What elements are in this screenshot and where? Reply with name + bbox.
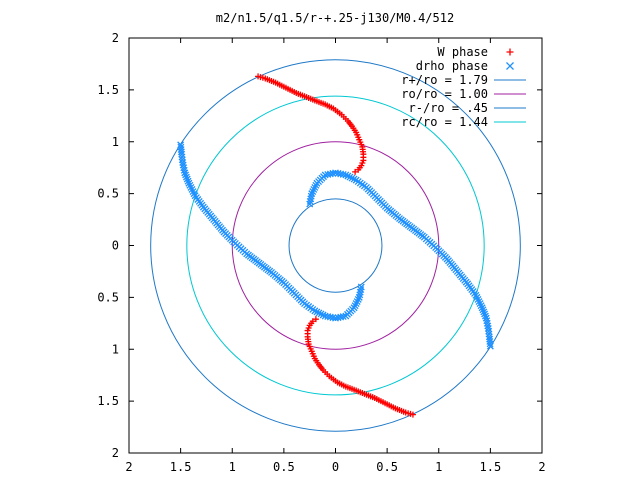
data-point — [479, 306, 487, 314]
data-point — [355, 166, 362, 173]
data-point — [182, 171, 190, 179]
legend-label: r+/ro = 1.79 — [401, 73, 488, 87]
chart-title: m2/n1.5/q1.5/r-+.25-j130/M0.4/512 — [216, 11, 454, 25]
legend-label: W phase — [437, 45, 488, 59]
legend-label: r-/ro = .45 — [409, 101, 488, 115]
y-tick-label: 1 — [112, 342, 119, 356]
x-tick-label: 0.5 — [376, 460, 398, 474]
data-point — [183, 175, 191, 183]
x-tick-label: 0 — [332, 460, 339, 474]
phase-series — [177, 73, 494, 418]
circle-1.79 — [150, 59, 521, 432]
data-point — [481, 312, 489, 320]
legend-marker — [506, 62, 514, 70]
series-1 — [177, 141, 494, 350]
y-tick-label: 1.5 — [97, 83, 119, 97]
data-point — [480, 308, 488, 316]
data-point — [312, 316, 319, 323]
legend-label: ro/ro = 1.00 — [401, 87, 488, 101]
circle-1 — [231, 141, 440, 350]
data-point — [306, 200, 314, 208]
circle-1.44 — [186, 95, 485, 396]
x-tick-label: 1.5 — [480, 460, 502, 474]
radius-circles — [150, 59, 521, 432]
legend-label: drho phase — [416, 59, 488, 73]
data-point — [481, 310, 489, 318]
data-point — [352, 168, 359, 175]
data-point — [182, 173, 190, 181]
data-point — [482, 314, 490, 322]
x-tick-label: 1 — [229, 460, 236, 474]
data-point — [309, 318, 316, 325]
x-tick-label: 2 — [125, 460, 132, 474]
legend-label: rc/ro = 1.44 — [401, 115, 488, 129]
y-tick-label: 2 — [112, 31, 119, 45]
y-tick-label: 0 — [112, 239, 119, 253]
x-tick-label: 2 — [538, 460, 545, 474]
y-tick-label: 1 — [112, 135, 119, 149]
y-tick-label: 1.5 — [97, 394, 119, 408]
y-tick-label: 2 — [112, 446, 119, 460]
y-tick-label: 0.5 — [97, 290, 119, 304]
data-point — [357, 283, 365, 291]
data-point — [181, 169, 189, 177]
x-tick-label: 0.5 — [273, 460, 295, 474]
data-point — [184, 177, 192, 185]
circle-0.45 — [288, 198, 383, 293]
x-tick-label: 1 — [435, 460, 442, 474]
axis-ticks: 2 1.5 1 0.5 0 0.5 1 1.5 221.510.500.511.52 — [97, 31, 545, 474]
series-0 — [255, 73, 416, 418]
y-tick-label: 0.5 — [97, 187, 119, 201]
legend-marker — [506, 48, 514, 56]
x-tick-label: 1.5 — [170, 460, 192, 474]
